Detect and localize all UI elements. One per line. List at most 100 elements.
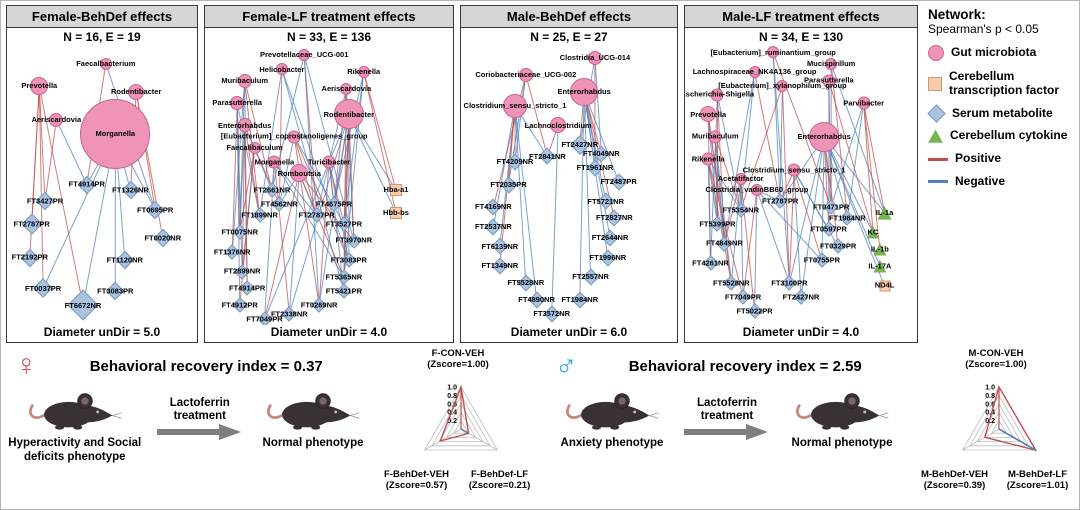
network-canvas: Prevotellaceae_UCG-001 Helicobacter Rikene… <box>205 44 453 325</box>
network-node-f: ND4L <box>875 280 894 292</box>
radar-vertex-left: M-BehDef-VEH (Zscore=0.39) <box>913 469 996 492</box>
node-label: FT1326NR <box>112 185 149 195</box>
treatment-label: Lactoferrin treatment <box>696 397 758 423</box>
network-node-s: FT4890NR <box>518 291 555 309</box>
node-label: Morganella <box>254 157 295 167</box>
panel-diameter: Diameter unDir = 4.0 <box>270 325 388 339</box>
radar-vertex-right: M-BehDef-LF (Zscore=1.01) <box>996 469 1079 492</box>
gut-microbiota-icon <box>928 45 944 61</box>
svg-text:0.2: 0.2 <box>985 418 995 425</box>
network-node-m: Enterorhabdus <box>798 121 851 152</box>
panel-diameter: Diameter unDir = 5.0 <box>43 325 161 339</box>
female-recovery-section: ♀ Behavioral recovery index = 0.37 <box>1 347 375 509</box>
mouse-illustration <box>267 393 360 430</box>
gut-microbiota-node <box>787 163 801 177</box>
node-label: FT0695PR <box>137 205 174 215</box>
network-node-m: Acetatifactor <box>718 172 764 185</box>
network-node-m: Coriobacteriaceae_UCG-002 <box>475 67 576 82</box>
female-radar-top-label: F-CON-VEH (Zscore=1.00) <box>375 348 541 373</box>
gut-microbiota-node <box>708 130 722 144</box>
network-canvas: Clostridia_UCG-014 Coriobacteriaceae_UCG-… <box>461 44 677 325</box>
node-label: FT7049PR <box>246 314 283 324</box>
gut-microbiota-node <box>750 184 763 197</box>
svg-text:0.8: 0.8 <box>447 393 457 400</box>
network-node-s: FT2192PR <box>12 248 48 267</box>
panel-male-behdef: Male-BehDef effects N = 25, E = 27 Clost… <box>460 5 678 343</box>
svg-text:0.4: 0.4 <box>447 410 457 417</box>
network-node-s: FT4675PR <box>316 196 352 212</box>
network-node-m: Prevotella <box>690 106 726 123</box>
legend-item-transcription-factor: Cerebellum transcription factor <box>928 69 1072 98</box>
legend-item-label: Cerebellum transcription factor <box>949 69 1060 97</box>
network-node-m: Morganella <box>80 98 151 169</box>
legend-item-positive: Positive <box>928 151 1072 166</box>
network-node-s: FT0269NR <box>301 297 337 314</box>
network-node-s: FT2427NR <box>783 289 819 305</box>
radar-vertex-zscore: (Zscore=1.00) <box>427 358 489 370</box>
node-label: Muribaculum <box>691 131 739 141</box>
network-canvas: [Eubacterium]_ruminantium_group Mucispiri… <box>685 44 917 325</box>
node-label: FT4562NR <box>261 199 298 209</box>
panel-diameter: Diameter unDir = 4.0 <box>742 325 860 339</box>
female-symbol: ♀ <box>15 349 38 382</box>
radar-vertex-zscore: (Zscore=0.21) <box>468 479 531 491</box>
node-label: Coriobacteriaceae_UCG-002 <box>475 70 577 80</box>
node-label: FT0755PR <box>803 255 841 265</box>
network-node-s: FT1984NR <box>829 210 866 226</box>
treatment-label: Lactoferrin treatment <box>169 397 230 423</box>
network-node-s: FT4169NR <box>475 198 512 216</box>
node-label: FT2338NR <box>270 309 308 318</box>
svg-text:0.2: 0.2 <box>447 418 457 425</box>
female-recovery-header: ♀ Behavioral recovery index = 0.37 <box>1 349 375 383</box>
node-label: FT0020NR <box>144 233 182 243</box>
network-node-s: FT4209NR <box>497 153 533 171</box>
male-radar-bottom-labels: M-BehDef-VEH (Zscore=0.39) M-BehDef-LF (… <box>913 469 1079 492</box>
network-node-s: FT1120NR <box>107 251 143 270</box>
node-label: FT2841NR <box>529 151 566 161</box>
network-node-s: FT4849NR <box>706 235 743 252</box>
negative-edge-icon <box>928 180 948 184</box>
male-radar-chart: M-CON-VEH (Zscore=1.00) 1.0 0.8 0.6 0.4 0.2 … <box>913 347 1079 509</box>
mouse-illustration <box>28 393 122 430</box>
male-recovery-title: Behavioral recovery index = 2.59 <box>628 357 862 375</box>
gut-microbiota-node <box>767 46 780 59</box>
network-panels-row: Female-BehDef effects N = 16, E = 19 Fae… <box>1 1 1079 345</box>
panel-title: Female-LF treatment effects <box>205 6 453 28</box>
node-label: FT4675PR <box>315 199 353 209</box>
network-node-f: Hba-a1 <box>383 184 408 197</box>
network-node-m: Clostridium_sensu_stricto_1 <box>464 93 566 118</box>
network-node-s: FT1326NR <box>112 180 149 200</box>
network-node-m: [Eubacterium]_ruminantium_group <box>710 46 836 59</box>
male-after-phenotype-label: Normal phenotype <box>791 437 893 449</box>
node-label: Faecalibaculum <box>226 143 283 153</box>
female-radar-chart: F-CON-VEH (Zscore=1.00) 1.0 0.8 0.6 0.4 0.2 … <box>375 347 541 509</box>
network-node-s: FT2661NR <box>254 182 290 198</box>
legend-subtitle: Spearman's p < 0.05 <box>928 22 1039 36</box>
female-before-mouse-block: Hyperactivity and Social deficits phenot… <box>1 387 149 465</box>
node-label: Clostridium_sensu_stricto_1 <box>742 165 846 175</box>
gut-microbiota-node <box>587 51 602 66</box>
gut-microbiota-node <box>825 57 838 70</box>
gut-microbiota-node <box>128 83 145 100</box>
network-node-m: Prevotellaceae_UCG-001 <box>260 49 348 62</box>
legend-item-cytokine: Cerebellum cytokine <box>928 129 1072 143</box>
network-node-s: FT1349NR <box>482 257 518 275</box>
network-node-m: Prevotella <box>21 77 57 96</box>
legend-item-gut-microbiota: Gut microbiota <box>928 45 1072 61</box>
network-node-m: Mucispirillum <box>807 57 855 70</box>
gut-microbiota-node <box>550 117 567 134</box>
node-label: Helicobacter <box>259 64 305 74</box>
network-node-s: FT5022PR <box>736 303 773 319</box>
network-node-m: Rikenella <box>692 152 725 166</box>
node-label: FT2192PR <box>11 252 48 262</box>
node-label: FT3083PR <box>330 255 367 265</box>
panel-stats: N = 34, E = 130 <box>758 30 844 44</box>
network-node-s: FT0755PR <box>804 252 840 269</box>
network-node-m: Parasutterella <box>212 96 262 110</box>
node-label: FT2787PR <box>13 219 50 229</box>
legend-item-label: Negative <box>955 173 1006 188</box>
network-node-m: Escherichia-Shigella <box>685 88 754 102</box>
network-node-s: FT5721NR <box>587 192 624 210</box>
node-label: Rikenella <box>347 67 381 77</box>
